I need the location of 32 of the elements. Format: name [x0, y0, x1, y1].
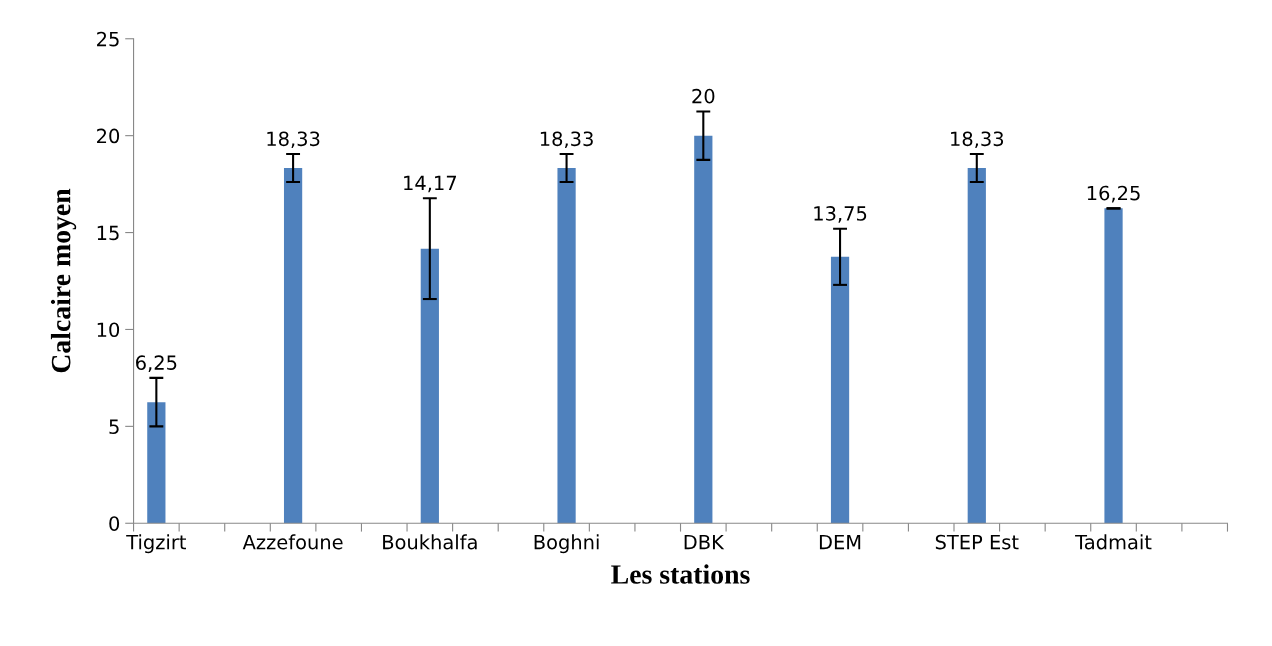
x-tick-label: Azzefoune — [242, 534, 343, 550]
y-tick-label: 0 — [109, 516, 120, 531]
x-tick-label: Boghni — [534, 534, 599, 554]
bar — [283, 168, 303, 524]
y-tick-label: 15 — [97, 225, 119, 241]
y-tick-label: 20 — [97, 128, 120, 144]
x-axis-title: Les stations — [611, 564, 750, 584]
bar — [147, 402, 166, 524]
bar — [1104, 208, 1123, 524]
data-label: 6,25 — [136, 355, 177, 372]
y-tick-label: 5 — [109, 419, 119, 435]
data-label: 18,33 — [951, 131, 1004, 149]
x-tick-label: Tadmait — [1075, 534, 1152, 550]
data-label: 14,17 — [404, 175, 456, 193]
data-label: 16,25 — [1087, 185, 1140, 203]
x-tick-label: Tigzirt — [126, 534, 187, 554]
y-axis-title: Calcaire moyen — [50, 188, 77, 373]
data-label: 18,33 — [540, 131, 593, 149]
bar — [967, 168, 986, 524]
x-tick-label: Boukhalfa — [383, 534, 477, 550]
bar — [830, 256, 850, 524]
x-tick-label: DBK — [684, 534, 725, 550]
x-tick-label: DEM — [819, 534, 861, 550]
bar — [420, 248, 439, 524]
bar — [694, 135, 713, 524]
y-tick-label: 10 — [97, 322, 120, 338]
bar — [557, 168, 576, 524]
y-tick-label: 25 — [97, 31, 119, 47]
x-tick-label: STEP Est — [935, 534, 1019, 550]
data-label: 20 — [692, 88, 715, 104]
data-label: 18,33 — [267, 131, 320, 149]
data-label: 13,75 — [814, 206, 867, 223]
